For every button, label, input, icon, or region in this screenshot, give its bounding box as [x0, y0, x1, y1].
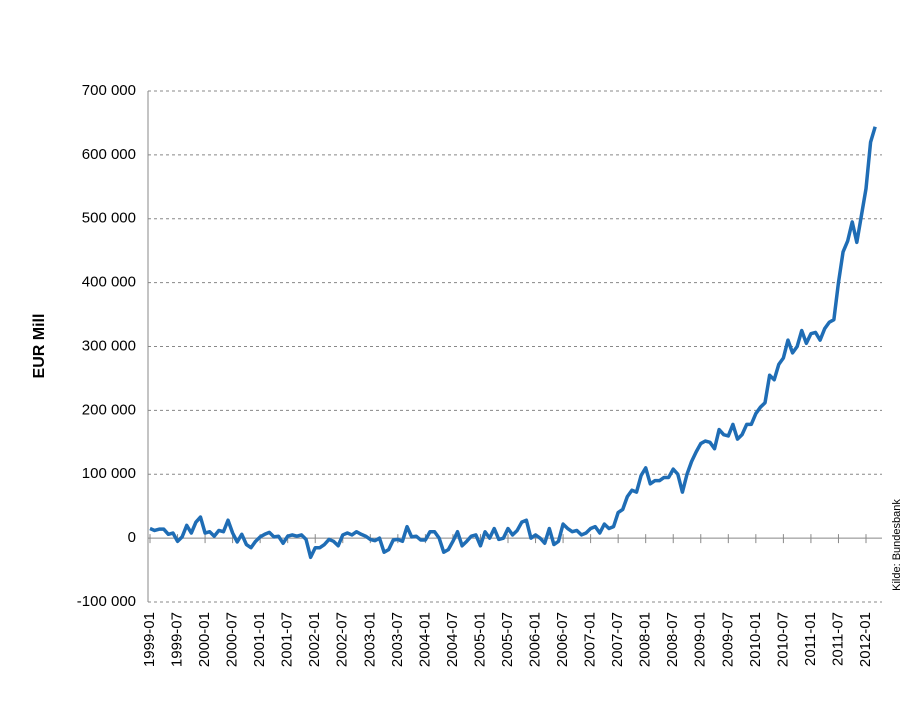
x-tick-label: 2006-01 [527, 612, 544, 667]
y-tick-label: 300 000 [82, 337, 136, 354]
x-tick-label: 2001-07 [279, 612, 296, 667]
y-tick-label: 600 000 [82, 146, 136, 163]
y-tick-label: 400 000 [82, 274, 136, 291]
x-tick-label: 2010-07 [774, 612, 791, 667]
x-tick-label: 2002-01 [306, 612, 323, 667]
data-line [149, 126, 877, 560]
x-tick-label: 2001-01 [251, 612, 268, 667]
y-tick-label: 0 [128, 529, 136, 546]
x-tick-label: 2009-07 [719, 612, 736, 667]
x-tick-label: 2002-07 [334, 612, 351, 667]
y-axis-label: EUR Mill [31, 314, 48, 379]
x-tick-label: 2009-01 [692, 612, 709, 667]
x-tick-label: 2000-07 [224, 612, 241, 667]
x-tick-label: 2008-01 [637, 612, 654, 667]
x-tick-label: 2012-01 [857, 612, 874, 667]
y-tick-label: 700 000 [82, 82, 136, 99]
x-tick-label: 2005-07 [499, 612, 516, 667]
x-tick-label: 2011-07 [829, 612, 846, 666]
x-tick-label: 2004-01 [416, 612, 433, 667]
y-tick-label: -100 000 [77, 593, 136, 610]
x-tick-label: 2003-01 [361, 612, 378, 667]
x-tick-label: 1999-01 [141, 612, 158, 667]
source-note: Kilde: Bundesbank [891, 499, 903, 591]
x-tick-label: 2005-01 [471, 612, 488, 667]
x-tick-label: 2008-07 [664, 612, 681, 667]
x-tick-label: 1999-07 [169, 612, 186, 667]
x-tick-label: 2006-07 [554, 612, 571, 667]
x-tick-label: 2004-07 [444, 612, 461, 667]
x-tick-label: 2007-01 [582, 612, 599, 667]
x-tick-label: 2000-01 [196, 612, 213, 667]
x-tick-label: 2010-01 [747, 612, 764, 667]
x-tick-label: 2011-01 [802, 612, 819, 666]
x-tick-label: 2007-07 [609, 612, 626, 667]
x-tick-label: 2003-07 [389, 612, 406, 667]
y-tick-label: 500 000 [82, 210, 136, 227]
y-tick-label: 200 000 [82, 401, 136, 418]
y-tick-label: 100 000 [82, 465, 136, 482]
